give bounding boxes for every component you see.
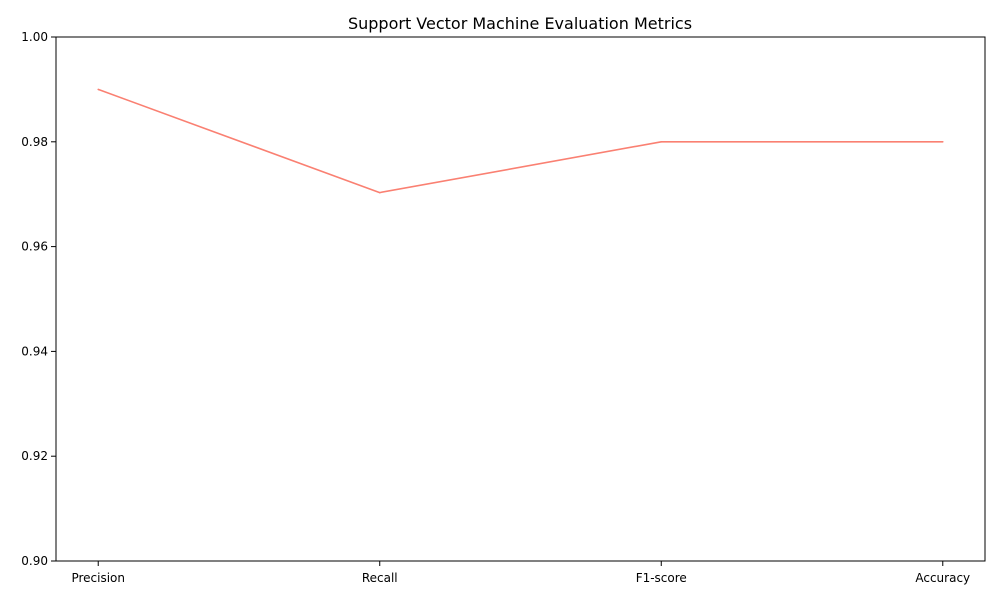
plot-area: 0.90 0.92 0.94 0.96 0.98 1.00 Precision Recall F…: [21, 30, 986, 585]
x-tick-label: Precision: [71, 571, 125, 585]
data-point: [660, 141, 663, 143]
y-tick-label: 0.94: [21, 344, 48, 358]
chart-title: Support Vector Machine Evaluation Metric…: [348, 14, 692, 33]
x-tick-label: Recall: [362, 571, 398, 585]
data-point: [941, 141, 944, 143]
y-tick-label: 1.00: [21, 30, 48, 44]
y-tick-label: 0.96: [21, 240, 48, 254]
plot-frame: [55, 36, 986, 562]
y-tick-label: 0.98: [21, 135, 48, 149]
y-tick-label: 0.92: [21, 449, 48, 463]
series-line: [97, 88, 943, 194]
data-point: [97, 88, 100, 91]
x-tick-label: F1-score: [636, 571, 687, 585]
x-tick-label: Accuracy: [915, 571, 970, 585]
data-point: [378, 191, 381, 194]
y-tick-label: 0.90: [21, 554, 48, 568]
